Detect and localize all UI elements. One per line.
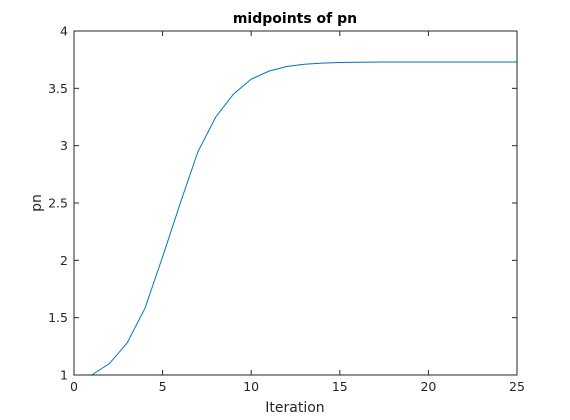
x-tick-label: 0 (70, 379, 78, 394)
x-tick-label: 5 (159, 379, 167, 394)
x-axis-label: Iteration (265, 400, 324, 416)
series-line-0 (91, 61, 517, 376)
plot-frame (73, 30, 518, 376)
y-tick-label: 2.5 (48, 196, 68, 211)
x-tick-label: 25 (509, 379, 525, 394)
y-tick-label: 1.5 (48, 310, 68, 325)
x-tick-label: 20 (420, 379, 436, 394)
x-tick-label: 15 (332, 379, 348, 394)
x-tick-label: 10 (243, 379, 259, 394)
y-tick-label: 3.5 (48, 81, 68, 96)
y-axis-label: pn (29, 194, 45, 212)
y-tick-label: 3 (60, 138, 68, 153)
series-group (91, 61, 517, 376)
y-tick-label: 4 (60, 24, 68, 39)
chart-title: midpoints of pn (233, 11, 357, 27)
plot-area (74, 31, 517, 375)
y-tick-label: 1 (60, 368, 68, 383)
tick-group: 0 5 10 15 20 25 1 1.5 2 2.5 3 3.5 4 (48, 24, 525, 395)
y-tick-label: 2 (60, 253, 68, 268)
